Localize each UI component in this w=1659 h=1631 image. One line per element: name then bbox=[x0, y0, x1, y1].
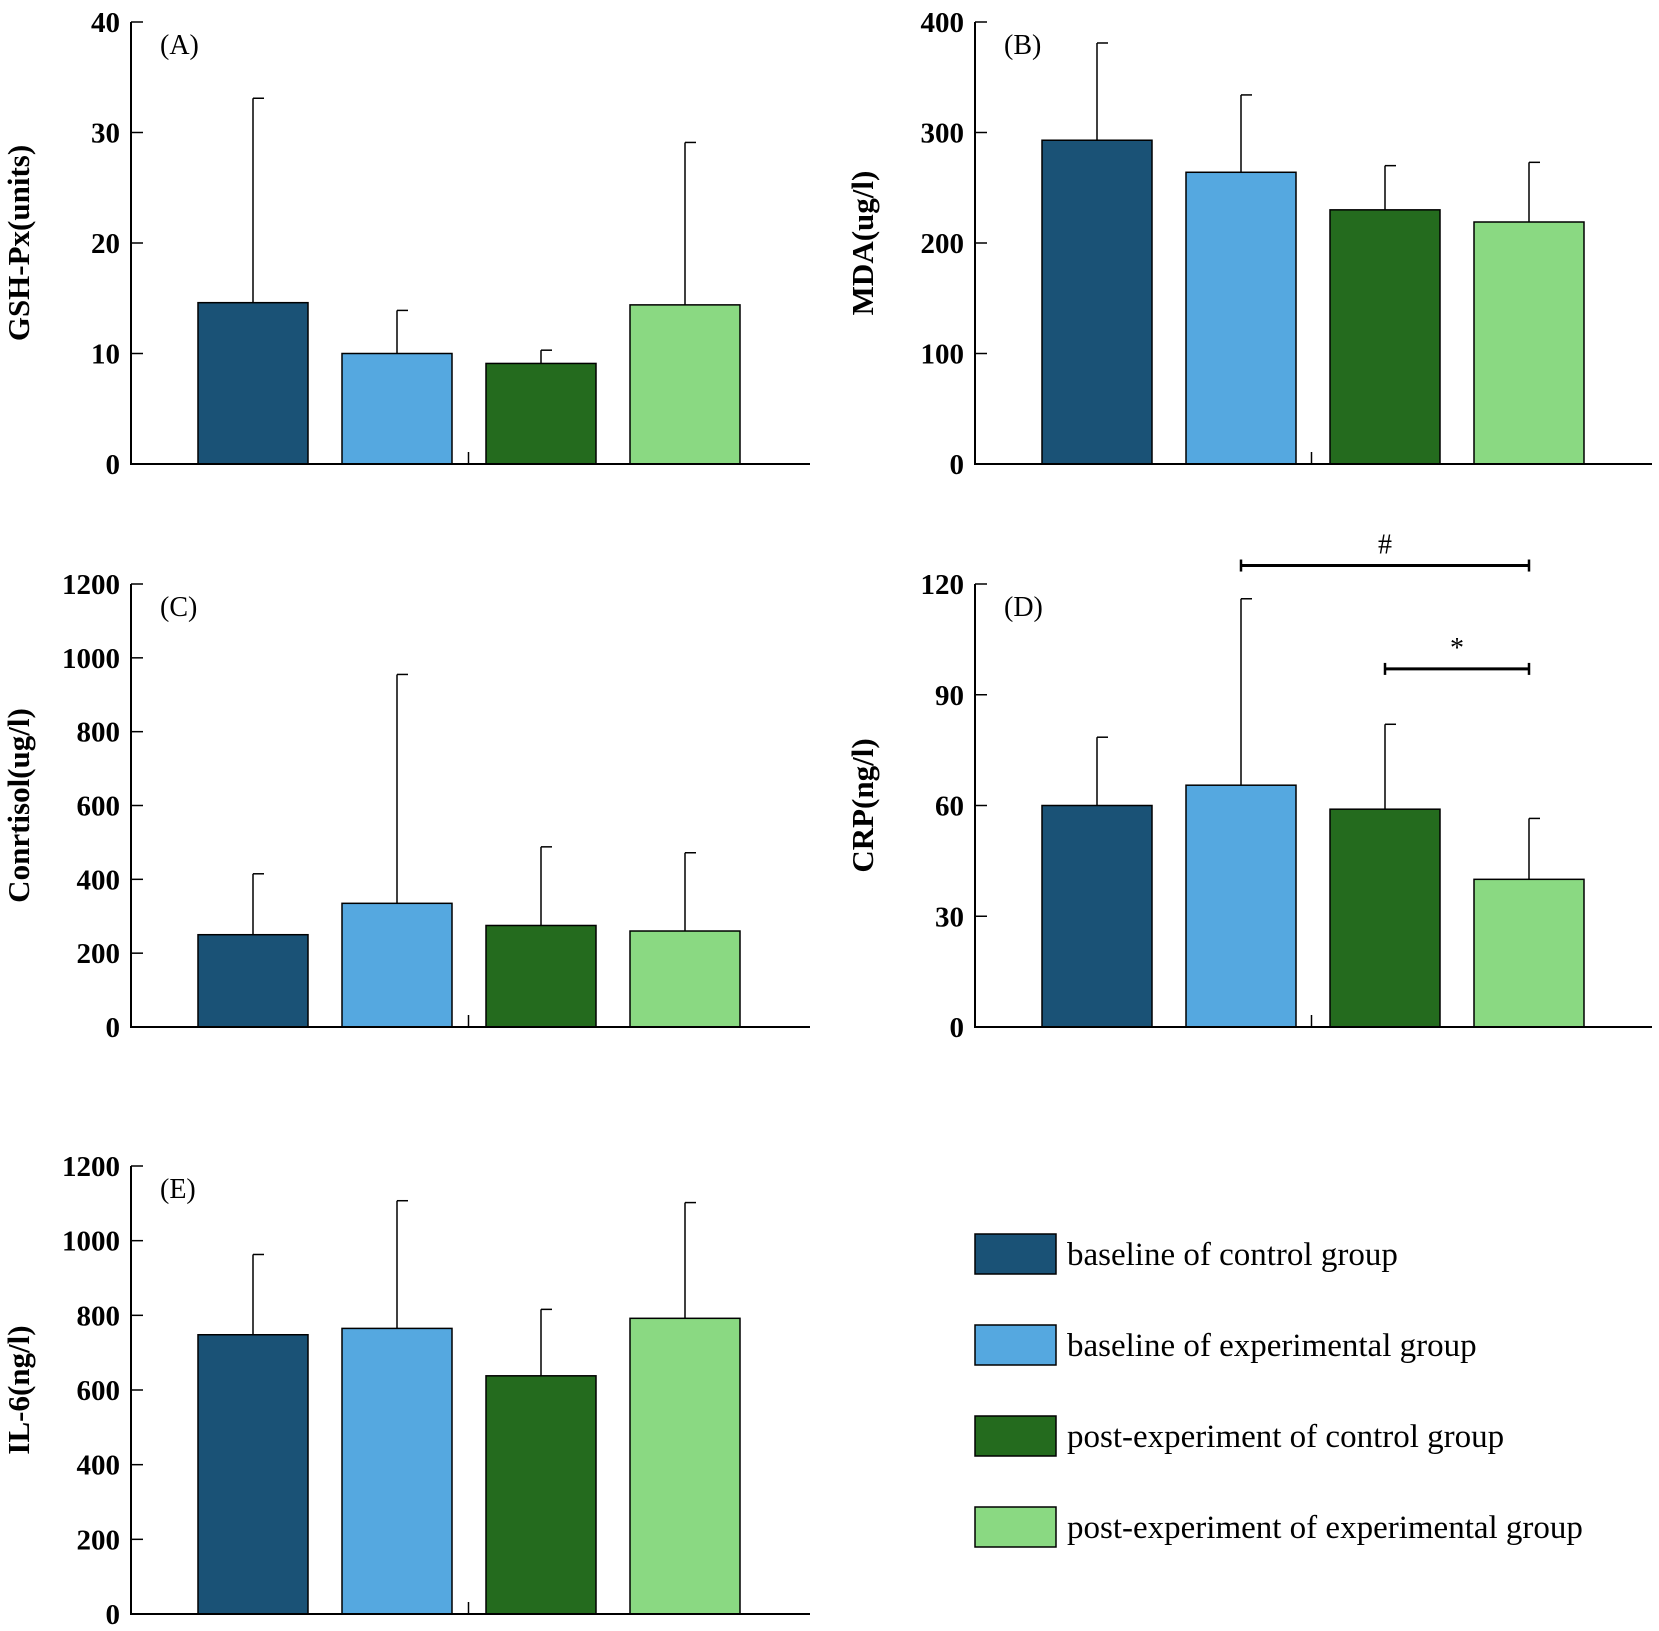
bar bbox=[1185, 784, 1297, 1028]
legend: baseline of control group baseline of ex… bbox=[974, 1233, 1583, 1548]
y-tick-label: 30 bbox=[91, 118, 120, 150]
panel-label: (A) bbox=[160, 30, 199, 61]
bar bbox=[1329, 808, 1441, 1028]
y-tick-label: 1200 bbox=[62, 1151, 120, 1183]
y-tick-label: 0 bbox=[950, 449, 965, 481]
legend-item: baseline of control group bbox=[974, 1233, 1398, 1275]
y-tick-label: 20 bbox=[91, 228, 120, 260]
bar bbox=[629, 304, 741, 465]
y-tick-label: 300 bbox=[921, 118, 965, 150]
bar bbox=[197, 933, 309, 1028]
panel-label: (C) bbox=[160, 592, 197, 623]
y-tick-label: 400 bbox=[77, 864, 121, 896]
significance-bracket: # bbox=[1239, 530, 1531, 572]
bar bbox=[1185, 171, 1297, 465]
legend-label: post-experiment of experimental group bbox=[1067, 1510, 1583, 1546]
bar bbox=[1329, 209, 1441, 465]
y-tick-label: 200 bbox=[77, 1524, 121, 1556]
y-tick-label: 0 bbox=[950, 1012, 965, 1044]
y-tick-label: 90 bbox=[935, 680, 964, 712]
y-tick-label: 1000 bbox=[62, 643, 120, 675]
chart-panel: 0 200 400 600 800 1000 1200 IL-6(ng/l) (E) bbox=[1, 1151, 810, 1631]
y-axis-title: CRP(ng/l) bbox=[845, 738, 880, 872]
chart-panel: 0 200 400 600 800 1000 1200 Conrtisol(ug/l) (C) bbox=[1, 569, 810, 1044]
y-tick-label: 0 bbox=[106, 1012, 121, 1044]
bar bbox=[197, 301, 309, 465]
y-tick-label: 1200 bbox=[62, 569, 120, 601]
significance-symbol: * bbox=[1450, 633, 1464, 664]
panel-label: (D) bbox=[1004, 592, 1043, 623]
bar bbox=[1473, 878, 1585, 1028]
chart-panels: 010203040GSH-Px(units)(A)0100200300400MD… bbox=[1, 7, 1652, 1631]
y-tick-label: 600 bbox=[77, 791, 121, 823]
y-tick-label: 40 bbox=[91, 7, 120, 39]
bar bbox=[341, 1327, 453, 1615]
legend-item: post-experiment of control group bbox=[974, 1415, 1504, 1457]
bar bbox=[485, 1375, 597, 1615]
chart-panel: 0 30 60 90 120 CRP(ng/l) (D) # * bbox=[845, 530, 1652, 1044]
y-axis-title: Conrtisol(ug/l) bbox=[1, 708, 36, 903]
y-tick-label: 600 bbox=[77, 1375, 121, 1407]
y-tick-label: 1000 bbox=[62, 1226, 120, 1258]
y-tick-label: 60 bbox=[935, 791, 964, 823]
legend-item: baseline of experimental group bbox=[974, 1324, 1477, 1366]
y-tick-label: 400 bbox=[77, 1450, 121, 1482]
bar bbox=[485, 924, 597, 1028]
legend-swatch bbox=[974, 1415, 1057, 1457]
y-axis-title: GSH-Px(units) bbox=[1, 145, 36, 341]
legend-swatch bbox=[974, 1233, 1057, 1275]
y-tick-label: 200 bbox=[921, 228, 965, 260]
y-tick-label: 800 bbox=[77, 1300, 121, 1332]
significance-symbol: # bbox=[1378, 530, 1392, 561]
bar bbox=[1041, 139, 1153, 465]
bar bbox=[1041, 804, 1153, 1028]
y-tick-label: 400 bbox=[921, 7, 965, 39]
bar bbox=[629, 1317, 741, 1615]
bar bbox=[197, 1333, 309, 1615]
legend-label: baseline of control group bbox=[1067, 1237, 1398, 1273]
y-tick-label: 120 bbox=[921, 569, 965, 601]
y-tick-label: 0 bbox=[106, 1599, 121, 1631]
y-tick-label: 200 bbox=[77, 938, 121, 970]
bar bbox=[485, 362, 597, 465]
legend-swatch bbox=[974, 1324, 1057, 1366]
bar bbox=[629, 930, 741, 1028]
legend-label: post-experiment of control group bbox=[1067, 1419, 1504, 1455]
y-tick-label: 0 bbox=[106, 449, 121, 481]
y-tick-label: 800 bbox=[77, 717, 121, 749]
bar bbox=[1473, 221, 1585, 465]
panel-label: (E) bbox=[160, 1174, 196, 1205]
bar bbox=[341, 902, 453, 1028]
y-axis-title: MDA(ug/l) bbox=[845, 171, 880, 316]
y-axis-title: IL-6(ng/l) bbox=[1, 1325, 36, 1454]
legend-swatch bbox=[974, 1506, 1057, 1548]
chart-panel: 0 10 20 30 40 GSH-Px(units) (A) bbox=[1, 7, 810, 481]
legend-item: post-experiment of experimental group bbox=[974, 1506, 1583, 1548]
panel-label: (B) bbox=[1004, 30, 1041, 61]
y-tick-label: 10 bbox=[91, 339, 120, 371]
significance-bracket: * bbox=[1383, 633, 1531, 675]
bar bbox=[341, 352, 453, 465]
legend-label: baseline of experimental group bbox=[1067, 1328, 1477, 1364]
y-tick-label: 100 bbox=[921, 339, 965, 371]
chart-panel: 0 100 200 300 400 MDA(ug/l) (B) bbox=[845, 7, 1652, 481]
y-tick-label: 30 bbox=[935, 901, 964, 933]
